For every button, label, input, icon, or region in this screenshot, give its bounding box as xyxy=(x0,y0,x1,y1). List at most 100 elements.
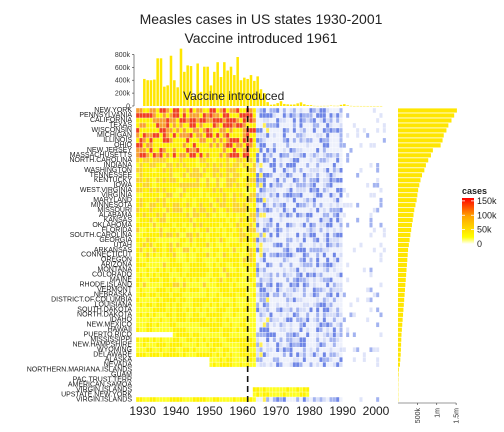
heatmap-cell xyxy=(216,197,220,203)
heatmap-cell xyxy=(199,212,203,218)
heatmap-cell xyxy=(346,332,350,338)
heatmap-cell xyxy=(239,237,243,243)
heatmap-cell xyxy=(272,113,276,118)
yearly-total-bar xyxy=(269,104,273,106)
heatmap-cell xyxy=(242,242,246,248)
heatmap-cell xyxy=(312,307,316,313)
heatmap-cell xyxy=(199,227,203,233)
heatmap-cell xyxy=(176,163,180,168)
heatmap-cell xyxy=(302,287,306,293)
heatmap-cell xyxy=(166,163,170,168)
heatmap-cell xyxy=(336,287,340,293)
heatmap-cell xyxy=(326,247,330,253)
heatmap-cell xyxy=(242,168,246,173)
heatmap-cell xyxy=(186,133,190,138)
heatmap-cell xyxy=(309,182,313,188)
heatmap-cell xyxy=(189,327,193,333)
heatmap-cell xyxy=(296,347,300,352)
heatmap-cell xyxy=(199,113,203,118)
heatmap-cell xyxy=(282,123,286,128)
heatmap-cell xyxy=(286,108,290,113)
heatmap-cell xyxy=(159,287,163,293)
yearly-total-bar xyxy=(203,66,206,106)
heatmap-cell xyxy=(186,168,190,173)
heatmap-cell xyxy=(172,312,176,318)
heatmap-cell xyxy=(236,397,240,402)
state-total-bar xyxy=(398,372,399,377)
heatmap-cell xyxy=(262,247,266,253)
heatmap-cell xyxy=(169,168,173,173)
heatmap-cell xyxy=(322,362,326,367)
heatmap-cell xyxy=(332,257,336,263)
heatmap-cell xyxy=(206,282,210,288)
heatmap-cell xyxy=(189,297,193,303)
legend-colorbar xyxy=(462,198,474,244)
heatmap-cell xyxy=(299,332,303,338)
heatmap-cell xyxy=(219,237,223,243)
heatmap-cell xyxy=(209,153,213,158)
heatmap-cell xyxy=(186,302,190,308)
heatmap-cell xyxy=(142,307,146,313)
heatmap-cell xyxy=(266,148,270,153)
heatmap-cell xyxy=(176,342,180,347)
heatmap-cell xyxy=(292,387,296,392)
heatmap-cell xyxy=(209,192,213,198)
heatmap-cell xyxy=(202,163,206,168)
heatmap-cell xyxy=(209,327,213,333)
heatmap-cell xyxy=(262,158,266,163)
heatmap-cell xyxy=(212,292,216,298)
heatmap-cell xyxy=(289,387,293,392)
heatmap-cell xyxy=(139,292,143,298)
heatmap-cell xyxy=(142,192,146,198)
heatmap-cell xyxy=(306,192,310,198)
heatmap-cell xyxy=(172,257,176,263)
heatmap-cell xyxy=(249,262,253,268)
heatmap-cell xyxy=(309,327,313,333)
heatmap-cell xyxy=(376,163,380,168)
heatmap-cell xyxy=(296,217,300,223)
heatmap-cell xyxy=(356,133,360,138)
heatmap-cell xyxy=(282,143,286,148)
heatmap-cell xyxy=(219,217,223,223)
heatmap-cell xyxy=(212,138,216,143)
heatmap-cell xyxy=(286,387,290,392)
heatmap-cell xyxy=(192,297,196,303)
heatmap-cell xyxy=(226,153,230,158)
heatmap-cell xyxy=(166,247,170,253)
heatmap-cell xyxy=(209,247,213,253)
heatmap-cell xyxy=(139,287,143,293)
heatmap-cell xyxy=(369,267,373,273)
yearly-total-bar xyxy=(219,77,223,106)
heatmap-cell xyxy=(326,252,330,258)
heatmap-cell xyxy=(316,168,320,173)
heatmap-cell xyxy=(136,242,140,248)
heatmap-cell xyxy=(222,197,226,203)
heatmap-cell xyxy=(282,197,286,203)
heatmap-cell xyxy=(276,307,280,313)
heatmap-cell xyxy=(289,172,293,178)
heatmap-cell xyxy=(372,227,376,233)
heatmap-cell xyxy=(342,317,346,323)
heatmap-cell xyxy=(239,153,243,158)
heatmap-cell xyxy=(169,397,173,402)
yearly-total-bar xyxy=(249,75,253,106)
heatmap-cell xyxy=(306,158,310,163)
heatmap-cell xyxy=(379,282,383,288)
heatmap-cell xyxy=(209,252,213,258)
heatmap-cell xyxy=(156,317,160,323)
heatmap-cell xyxy=(249,302,253,308)
heatmap-cell xyxy=(292,342,296,347)
heatmap-cell xyxy=(199,347,203,352)
heatmap-cell xyxy=(212,342,216,347)
heatmap-cell xyxy=(259,397,263,402)
heatmap-cell xyxy=(222,123,226,128)
heatmap-cell xyxy=(312,113,316,118)
heatmap-cell xyxy=(276,267,280,273)
heatmap-cell xyxy=(282,227,286,233)
heatmap-cell xyxy=(302,177,306,183)
heatmap-cell xyxy=(236,172,240,178)
heatmap-cell xyxy=(156,352,160,357)
heatmap-cell xyxy=(319,177,323,183)
heatmap-cell xyxy=(302,332,306,338)
heatmap-cell xyxy=(149,262,153,268)
